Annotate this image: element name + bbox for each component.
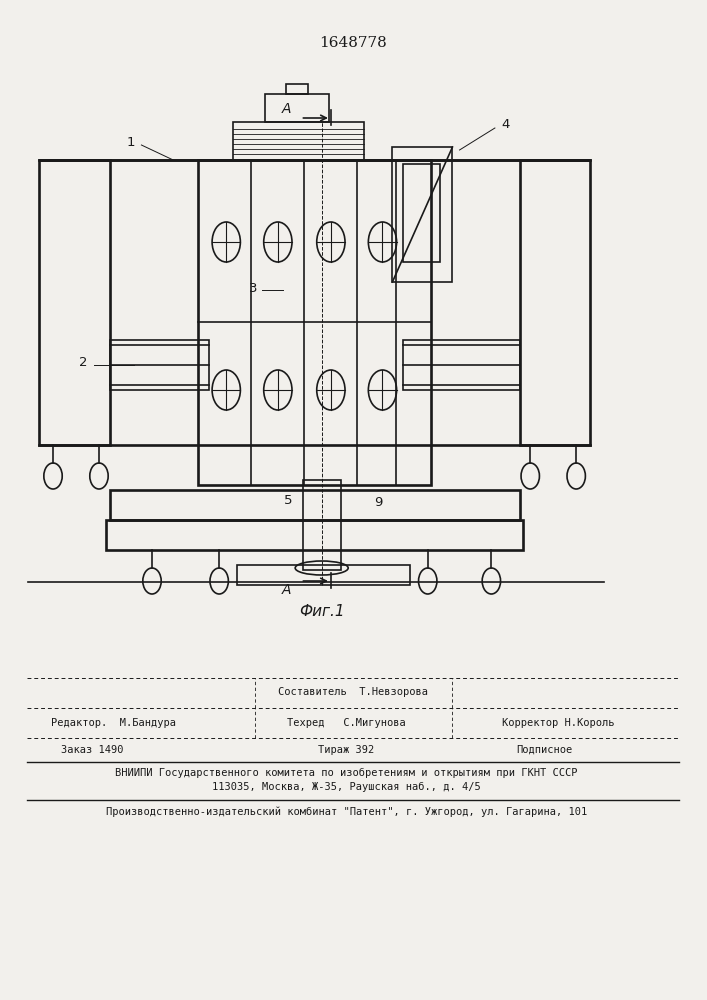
Text: Производственно-издательский комбинат "Патент", г. Ужгород, ул. Гагарина, 101: Производственно-издательский комбинат "П…	[106, 807, 587, 817]
Bar	[303, 480, 341, 570]
Text: Заказ 1490: Заказ 1490	[61, 745, 123, 755]
Bar	[237, 565, 410, 585]
Text: 4: 4	[501, 118, 510, 131]
Bar	[233, 122, 364, 160]
Text: 113035, Москва, Ж-35, Раушская наб., д. 4/5: 113035, Москва, Ж-35, Раушская наб., д. …	[212, 782, 481, 792]
Text: 9: 9	[374, 496, 382, 510]
Bar	[39, 160, 110, 445]
Bar	[392, 147, 452, 282]
Bar	[106, 520, 523, 550]
Text: 1: 1	[127, 135, 135, 148]
Text: 2: 2	[79, 356, 88, 368]
Text: 1648778: 1648778	[320, 36, 387, 50]
Bar	[110, 340, 209, 390]
Text: 5: 5	[284, 493, 293, 506]
Bar	[265, 94, 329, 122]
Bar	[520, 160, 590, 445]
Text: Корректор Н.Король: Корректор Н.Король	[502, 718, 615, 728]
Bar	[403, 340, 520, 390]
Text: Подписное: Подписное	[516, 745, 573, 755]
Bar	[110, 490, 520, 520]
Text: A: A	[281, 102, 291, 116]
Text: Редактор.  М.Бандура: Редактор. М.Бандура	[51, 718, 175, 728]
Bar	[403, 164, 440, 262]
Text: Составитель  Т.Невзорова: Составитель Т.Невзорова	[279, 687, 428, 697]
Bar	[198, 160, 431, 485]
Text: Техред   С.Мигунова: Техред С.Мигунова	[287, 718, 406, 728]
Bar	[286, 84, 308, 94]
Text: 3: 3	[249, 282, 257, 294]
Text: A: A	[281, 583, 291, 597]
Text: Фиг.1: Фиг.1	[299, 604, 344, 619]
Text: Тираж 392: Тираж 392	[318, 745, 375, 755]
Text: ВНИИПИ Государственного комитета по изобретениям и открытиям при ГКНТ СССР: ВНИИПИ Государственного комитета по изоб…	[115, 768, 578, 778]
